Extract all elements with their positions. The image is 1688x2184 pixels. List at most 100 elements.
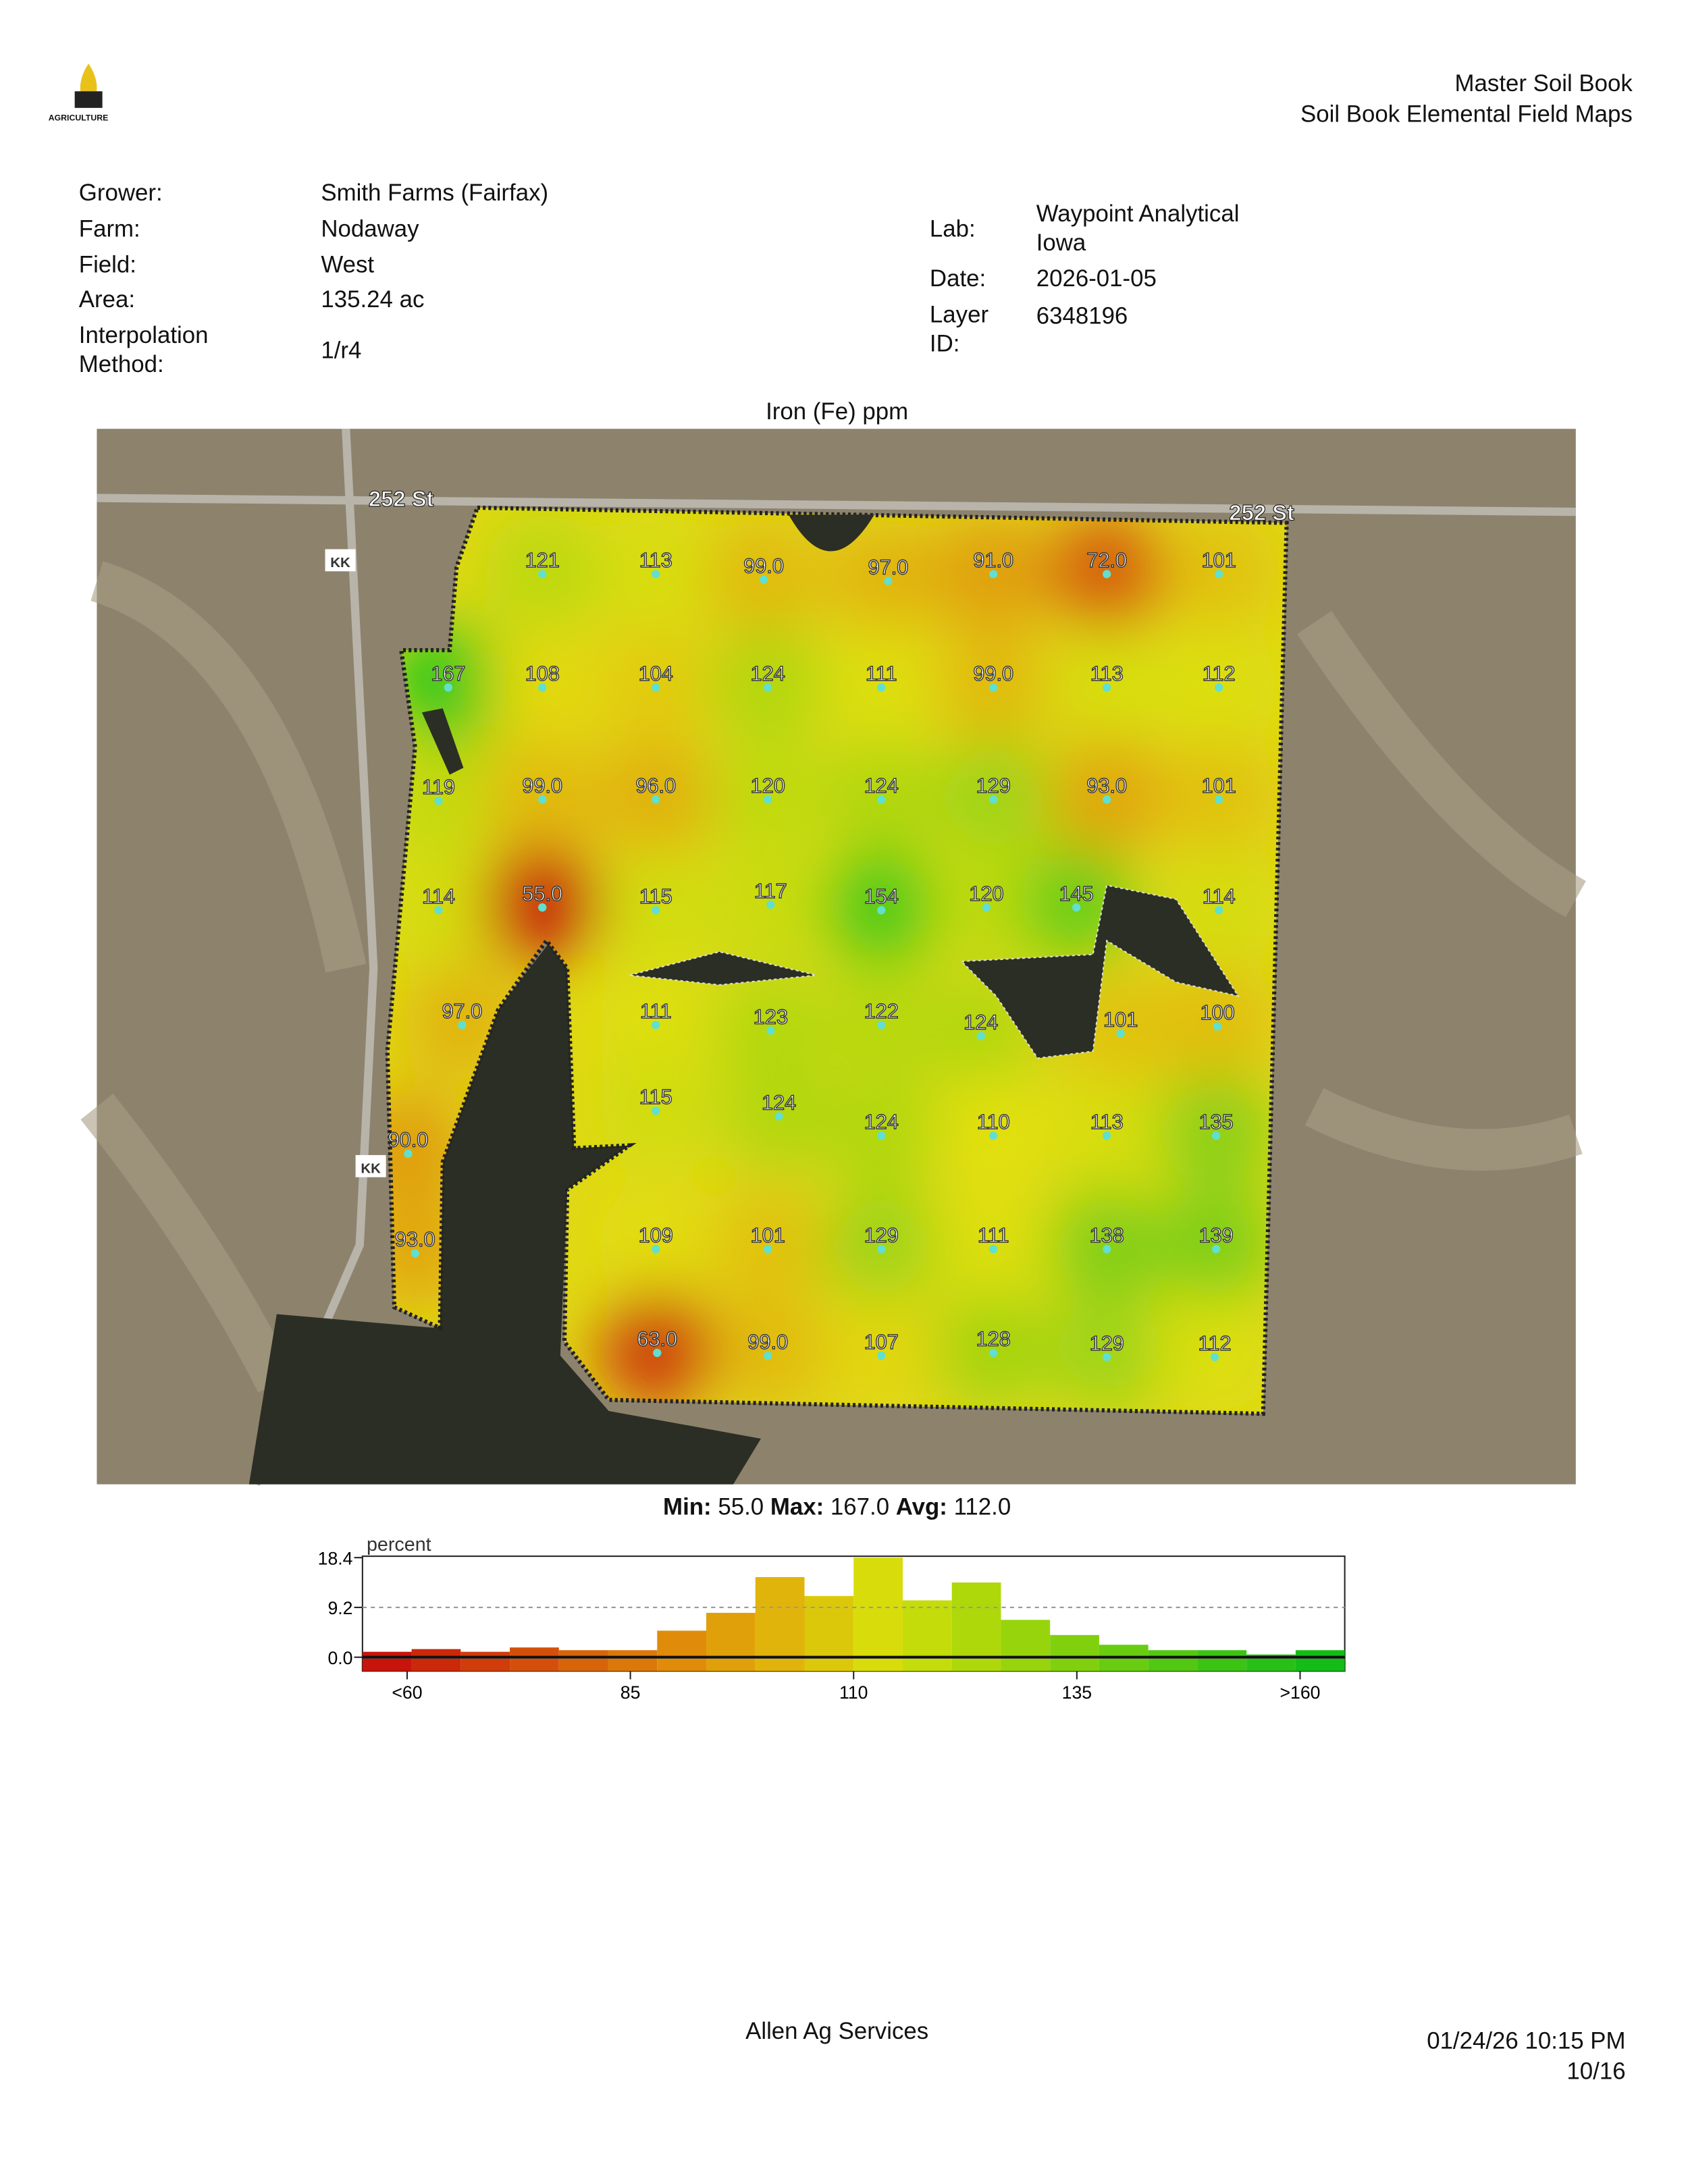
sample-label: 108 bbox=[525, 662, 560, 685]
sample-label: 122 bbox=[864, 999, 899, 1023]
sample-label: 124 bbox=[964, 1010, 998, 1034]
sample-label: 109 bbox=[639, 1223, 673, 1247]
color-strip bbox=[804, 1658, 854, 1672]
sample-label: 96.0 bbox=[635, 774, 676, 797]
bar bbox=[951, 1582, 1001, 1657]
sample-label: 112 bbox=[1198, 1331, 1232, 1355]
sample-label: 124 bbox=[864, 774, 899, 797]
sample-point bbox=[1103, 1352, 1111, 1362]
sample-label: 113 bbox=[1090, 1110, 1124, 1134]
color-strip bbox=[1295, 1658, 1345, 1672]
info-value: Nodaway bbox=[321, 215, 419, 242]
color-strip bbox=[706, 1658, 756, 1672]
sample-point bbox=[1211, 1131, 1221, 1140]
info-value: 2026-01-05 bbox=[1036, 265, 1157, 292]
info-value: 1/r4 bbox=[321, 337, 362, 364]
info-value: 6348196 bbox=[1036, 302, 1128, 329]
sample-point bbox=[652, 683, 660, 692]
terrain bbox=[80, 561, 1586, 1393]
stat-value: 55.0 bbox=[718, 1493, 764, 1520]
sample-point bbox=[458, 1021, 467, 1030]
sample-point bbox=[764, 795, 772, 804]
sample-label: 63.0 bbox=[637, 1327, 677, 1351]
x-tick-label: 85 bbox=[621, 1682, 641, 1703]
sample-point bbox=[1103, 570, 1111, 579]
sample-label: 115 bbox=[639, 1085, 672, 1109]
sample-point bbox=[989, 1245, 998, 1254]
x-tick-label: 110 bbox=[839, 1682, 868, 1703]
sample-label: 115 bbox=[639, 884, 672, 908]
woods bbox=[421, 708, 464, 775]
bar bbox=[755, 1577, 805, 1657]
sample-label: 93.0 bbox=[395, 1227, 436, 1251]
sample-label: 121 bbox=[525, 548, 560, 572]
color-strip bbox=[755, 1658, 805, 1672]
color-strip bbox=[1099, 1658, 1149, 1672]
sample-label: 129 bbox=[1090, 1331, 1124, 1355]
sample-point bbox=[1116, 1029, 1125, 1038]
color-strip bbox=[362, 1658, 412, 1672]
sample-label: 99.0 bbox=[522, 774, 562, 797]
sample-label: 129 bbox=[864, 1223, 899, 1247]
sample-point bbox=[877, 1351, 886, 1360]
header-title: Master Soil Book bbox=[1454, 70, 1633, 97]
sample-point bbox=[411, 1249, 419, 1258]
sample-point bbox=[1103, 1245, 1111, 1254]
color-strip bbox=[853, 1658, 903, 1672]
sample-label: 120 bbox=[751, 774, 785, 797]
bar bbox=[1148, 1650, 1198, 1657]
sample-point bbox=[884, 577, 893, 585]
sample-point bbox=[538, 795, 547, 804]
stat-value: 112.0 bbox=[953, 1493, 1011, 1520]
stats: Min: 55.0 Max: 167.0 Avg: 112.0 bbox=[0, 1493, 1674, 1522]
color-strip bbox=[1197, 1658, 1247, 1672]
bar bbox=[1099, 1645, 1149, 1657]
info-value: West bbox=[321, 251, 375, 278]
sample-label: 91.0 bbox=[973, 548, 1013, 572]
woods bbox=[959, 884, 1240, 1059]
sample-label: 113 bbox=[1090, 662, 1124, 685]
y-tick-label: 0.0 bbox=[327, 1648, 352, 1668]
bar bbox=[558, 1650, 608, 1657]
logo-base bbox=[74, 91, 103, 108]
woods bbox=[629, 951, 817, 986]
sample-label: 99.0 bbox=[973, 662, 1013, 685]
sample-point bbox=[653, 1348, 662, 1358]
bar bbox=[1001, 1620, 1051, 1657]
sample-label: 93.0 bbox=[1086, 774, 1127, 797]
sample-label: 101 bbox=[1202, 774, 1236, 797]
color-strip bbox=[460, 1658, 510, 1672]
road-label: KK bbox=[330, 555, 350, 570]
sample-point bbox=[652, 1245, 660, 1254]
footer-timestamp: 01/24/26 10:15 PM bbox=[1427, 2027, 1626, 2054]
y-tick-label: 9.2 bbox=[327, 1598, 352, 1618]
sample-label: 145 bbox=[1059, 882, 1093, 905]
sample-point bbox=[1213, 1022, 1222, 1031]
woods bbox=[248, 940, 761, 1485]
bar bbox=[510, 1647, 559, 1657]
sample-label: 123 bbox=[754, 1005, 788, 1028]
sample-point bbox=[444, 683, 453, 692]
color-strip bbox=[1001, 1658, 1051, 1672]
sample-label: 124 bbox=[751, 662, 785, 685]
bar bbox=[1050, 1634, 1099, 1657]
sample-point bbox=[764, 683, 772, 692]
road-label: 252 St bbox=[369, 486, 434, 511]
sample-point bbox=[538, 683, 547, 692]
sample-label: 129 bbox=[976, 774, 1011, 797]
sample-label: 117 bbox=[754, 879, 787, 903]
sample-point bbox=[759, 575, 768, 584]
y-axis-label: percent bbox=[367, 1534, 431, 1555]
x-tick-label: >160 bbox=[1280, 1682, 1321, 1703]
sample-label: 124 bbox=[762, 1090, 796, 1114]
color-strip bbox=[510, 1658, 559, 1672]
color-strip bbox=[558, 1658, 608, 1672]
info-value: Waypoint Analytical Iowa bbox=[1036, 201, 1240, 257]
sample-label: 154 bbox=[864, 884, 899, 908]
sample-label: 107 bbox=[864, 1330, 899, 1354]
sample-point bbox=[652, 1021, 660, 1030]
sample-label: 111 bbox=[978, 1223, 1009, 1247]
footer-page: 10/16 bbox=[1566, 2058, 1626, 2085]
